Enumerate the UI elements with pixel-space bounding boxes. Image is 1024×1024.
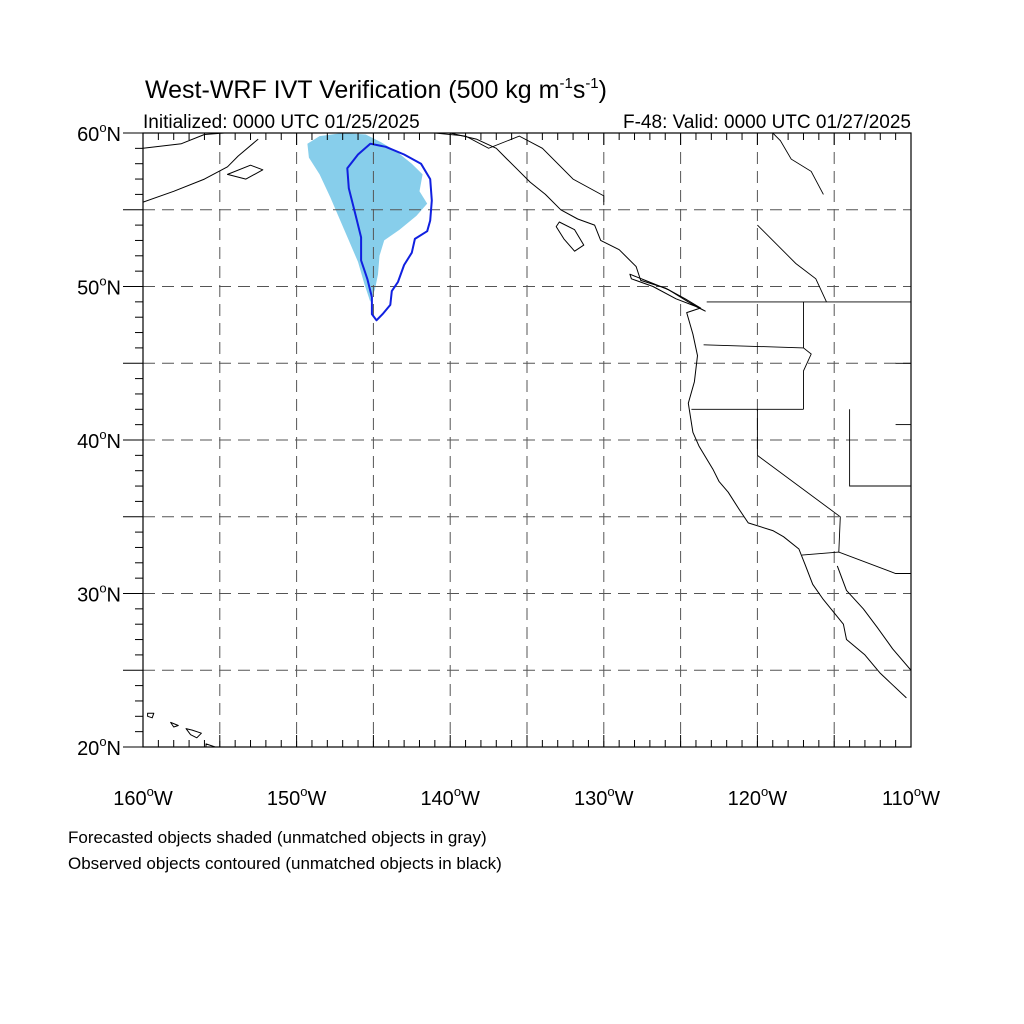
title-sup2: -1	[585, 75, 598, 92]
political-border	[757, 224, 827, 303]
lon-tick-label: 150oW	[267, 784, 327, 810]
chart-title: West-WRF IVT Verification (500 kg m-1s-1…	[145, 75, 607, 104]
observed-object-layer	[346, 142, 433, 322]
lon-tick-label: 140oW	[420, 784, 480, 810]
kodiak-island	[227, 164, 264, 180]
lon-tick-label: 130oW	[574, 784, 634, 810]
lon-tick-label: 110oW	[882, 784, 940, 810]
vancouver-island	[629, 273, 706, 312]
lat-tick-label: 20oN	[77, 734, 121, 760]
political-border	[801, 551, 911, 574]
alaska-coastline	[143, 133, 225, 149]
political-border	[772, 133, 824, 195]
forecast-object-layer	[307, 133, 428, 302]
hawaii-island	[147, 712, 155, 719]
political-border	[434, 133, 605, 206]
lat-tick-label: 60oN	[77, 120, 121, 146]
forecast-object-shading	[307, 133, 428, 302]
alaska-peninsula-coast	[143, 138, 259, 203]
lon-tick-label: 160oW	[113, 784, 173, 810]
subtitle-valid: F-48: Valid: 0000 UTC 01/27/2025	[623, 112, 911, 133]
subtitle-initialized: Initialized: 0000 UTC 01/25/2025	[143, 112, 420, 133]
title-mid: s	[573, 76, 586, 104]
map-area	[143, 133, 911, 747]
hawaii-island	[170, 721, 179, 728]
footer-line-observed: Observed objects contoured (unmatched ob…	[68, 854, 502, 873]
footer-line-forecast: Forecasted objects shaded (unmatched obj…	[68, 828, 487, 847]
lat-tick-label: 30oN	[77, 581, 121, 607]
axis-labels: 160oW 150oW 140oW 130oW 120oW 110oW 20oN 30oN 40…	[77, 120, 940, 810]
west-coast-coastline	[450, 133, 907, 699]
lat-tick-label: 50oN	[77, 274, 121, 300]
title-sup1: -1	[559, 75, 572, 92]
hawaii-island	[185, 728, 202, 739]
axis-ticks	[123, 132, 912, 748]
geography-layer	[143, 133, 911, 747]
political-border	[703, 344, 812, 410]
lon-tick-label: 120oW	[728, 784, 788, 810]
haida-gwaii	[555, 221, 585, 252]
title-end: )	[599, 76, 607, 104]
gulf-of-california-coast	[836, 565, 911, 671]
political-border	[756, 409, 841, 553]
title-main: West-WRF IVT Verification (500 kg m	[145, 76, 559, 104]
observed-object-contour	[346, 142, 433, 322]
lat-tick-label: 40oN	[77, 427, 121, 453]
political-border	[849, 409, 911, 487]
gridlines	[143, 133, 911, 747]
